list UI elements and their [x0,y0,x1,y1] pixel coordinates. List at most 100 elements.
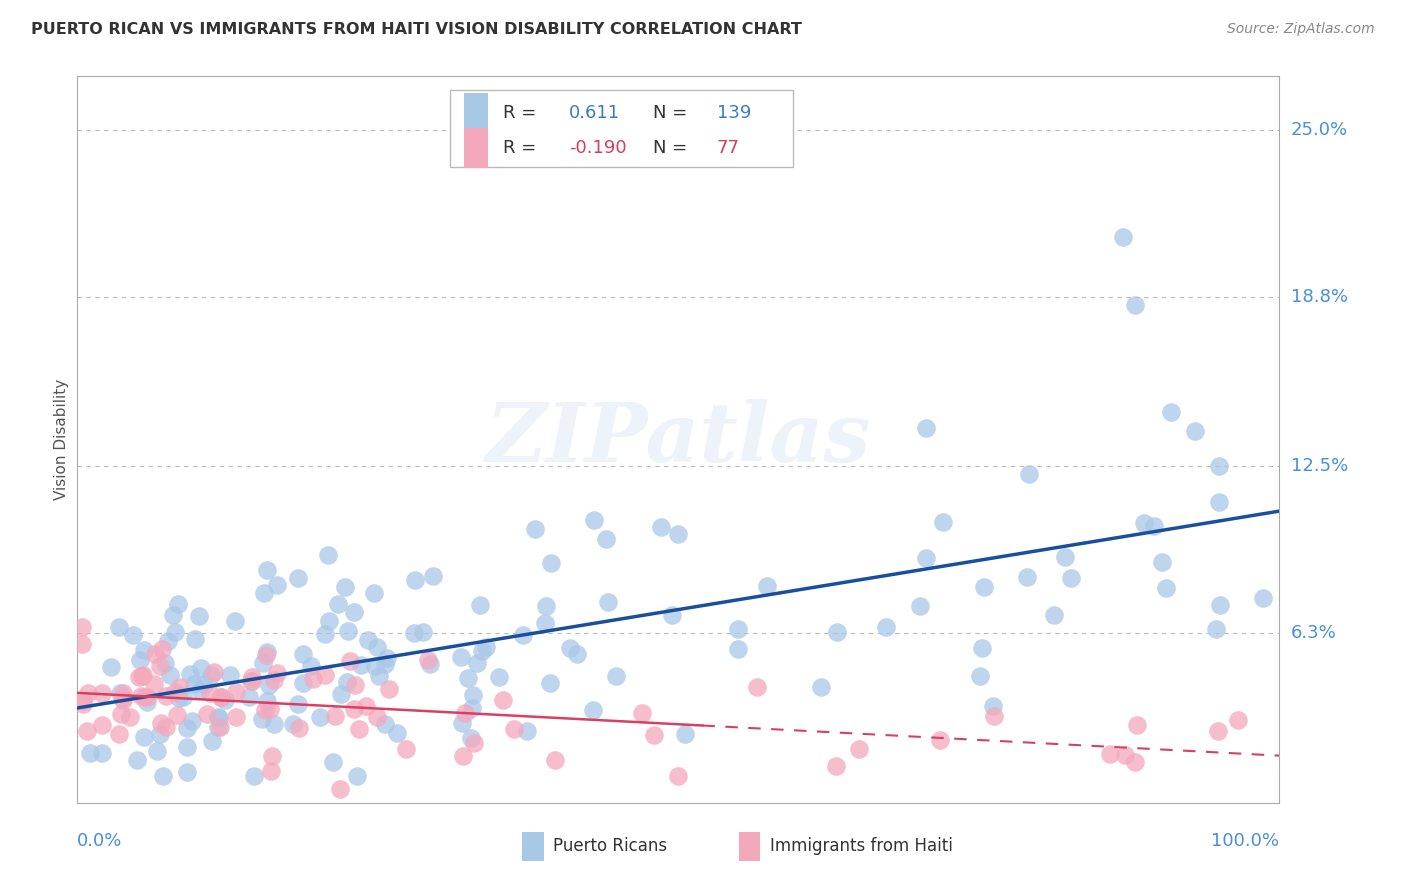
Point [981,698,1004,713]
Point [207,720,229,734]
Point [190,661,212,675]
Point [350,657,373,672]
Point [240,673,263,688]
Point [598,595,620,609]
Point [631,706,654,720]
Text: R =: R = [503,138,536,157]
Point [374,657,396,671]
Point [256,563,278,577]
Point [108,727,131,741]
Point [983,709,1005,723]
Point [336,675,359,690]
Point [252,656,274,670]
Point [183,677,205,691]
Text: 25.0%: 25.0% [1291,120,1348,138]
Point [329,782,352,797]
Point [1154,581,1177,595]
Bar [738,832,761,861]
Point [969,668,991,682]
Point [200,668,222,682]
Point [181,714,204,728]
Point [727,642,749,657]
Point [402,625,425,640]
Point [488,670,510,684]
Point [357,633,380,648]
Point [129,653,152,667]
Point [209,690,232,705]
Point [260,748,283,763]
Point [79,747,101,761]
Point [240,670,263,684]
Point [143,648,166,662]
Point [155,720,177,734]
Point [326,598,349,612]
Text: Immigrants from Haiti: Immigrants from Haiti [769,838,953,855]
Point [281,717,304,731]
Point [1098,747,1121,761]
Text: 139: 139 [717,104,751,122]
Point [582,703,605,717]
Point [129,689,152,703]
Point [1253,591,1275,605]
Point [122,628,145,642]
Point [463,689,485,703]
Point [167,597,190,611]
Point [243,769,266,783]
Point [1123,298,1146,312]
Point [544,753,567,767]
Text: -0.190: -0.190 [569,138,627,157]
Point [152,769,174,783]
Point [1123,756,1146,770]
Point [135,695,157,709]
Point [132,690,155,704]
Point [343,702,366,716]
Point [1184,424,1206,438]
Point [354,699,377,714]
Point [1208,495,1230,509]
Point [673,727,696,741]
Point [650,520,672,534]
Point [419,657,441,671]
Point [224,615,246,629]
Point [825,759,848,773]
Point [908,599,931,614]
Point [346,769,368,783]
Point [1133,516,1156,530]
Point [973,580,995,594]
Point [134,730,156,744]
Point [451,749,474,764]
Point [172,690,194,705]
Point [339,654,361,668]
Point [385,726,408,740]
Point [155,689,177,703]
Point [201,733,224,747]
Point [492,693,515,707]
Point [457,671,479,685]
Point [367,668,389,682]
Text: N =: N = [654,138,688,157]
Point [468,598,491,612]
Point [1206,724,1229,739]
Point [422,569,444,583]
Point [1227,713,1250,727]
Point [512,628,534,642]
Point [308,710,330,724]
Point [90,746,112,760]
Bar [464,128,488,168]
Point [256,645,278,659]
Point [875,620,897,634]
Point [302,672,325,686]
Point [225,710,247,724]
Point [169,680,191,694]
Point [70,620,93,634]
Point [165,625,187,640]
Point [254,648,277,662]
Point [318,614,340,628]
Point [176,765,198,780]
Y-axis label: Vision Disability: Vision Disability [53,379,69,500]
Point [256,694,278,708]
Point [287,697,309,711]
Point [1208,459,1230,474]
Point [128,670,150,684]
Point [287,721,309,735]
